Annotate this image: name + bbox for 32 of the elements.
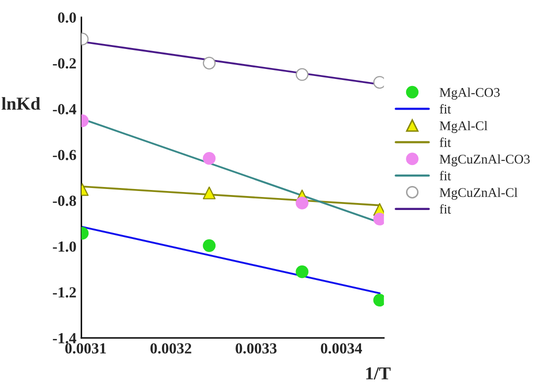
y-tick-label: -0.2 — [52, 58, 76, 69]
x-tick-label: 0.0032 — [150, 343, 192, 354]
legend-label: fit — [440, 170, 451, 180]
point — [202, 56, 216, 70]
point — [296, 265, 308, 278]
point — [373, 294, 384, 306]
legend-label: MgAl-Cl — [440, 120, 488, 133]
point — [296, 196, 308, 210]
legend-label: MgCuZnAl-Cl — [440, 188, 518, 200]
legend-label: fit — [440, 138, 451, 147]
y-tick-label: -0.8 — [52, 196, 76, 206]
legend-label: MgAl-CO3 — [440, 88, 500, 100]
x-tick-label: 0.0031 — [65, 343, 106, 354]
point — [202, 186, 216, 200]
x-tick-label: 0.0034 — [320, 343, 362, 354]
y-tick-label: -1.0 — [52, 241, 76, 252]
y-axis-title: lnKd — [2, 97, 40, 110]
point — [373, 212, 384, 226]
legend-label: fit — [440, 104, 451, 114]
point — [202, 239, 216, 252]
y-tick-label: 0.0 — [58, 12, 76, 23]
legend-label: fit — [440, 204, 451, 214]
point — [373, 76, 384, 89]
legend-label: MgCuZnAl-CO3 — [440, 154, 530, 166]
point — [202, 152, 216, 165]
y-tick-label: -1.4 — [52, 333, 76, 344]
y-tick-label: -0.4 — [52, 104, 76, 114]
x-axis-title: 1/T — [366, 367, 391, 380]
x-tick-label: 0.0033 — [236, 343, 277, 354]
point — [296, 68, 308, 81]
y-tick-label: -0.6 — [52, 150, 76, 160]
y-tick-label: -1.2 — [52, 287, 76, 298]
